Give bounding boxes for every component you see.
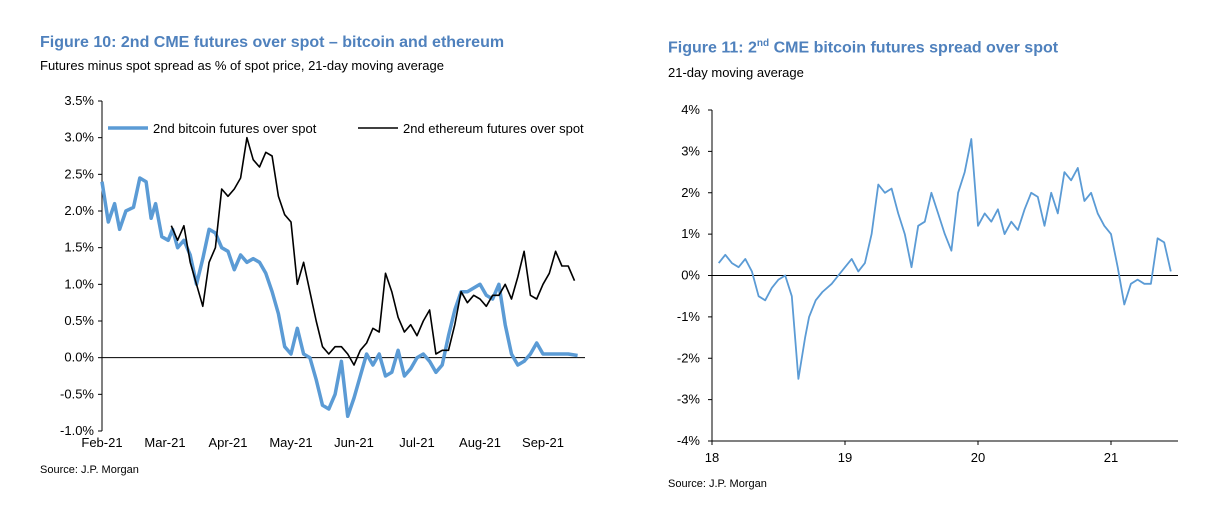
bitcoin-spread-series-line (717, 138, 1172, 380)
y-tick-label: -2% (677, 350, 701, 365)
figure-11-panel: Figure 11: 2nd CME bitcoin futures sprea… (640, 0, 1208, 528)
y-tick-label: -4% (677, 433, 701, 448)
x-tick-label: Jun-21 (334, 435, 374, 450)
legend-label-bitcoin: 2nd bitcoin futures over spot (153, 121, 317, 136)
x-tick-label: May-21 (269, 435, 312, 450)
x-tick-label: 21 (1104, 450, 1118, 465)
figure-11-chart: 4% 3% 2% 1% 0% -1% -2% -3% -4% 18 19 20 21 (677, 102, 1178, 465)
ethereum-series-line (170, 136, 576, 366)
y-tick-label: 0.5% (64, 313, 94, 328)
y-tick-label: 2% (681, 185, 700, 200)
y-tick-label: 0.0% (64, 350, 94, 365)
y-tick-label: 3.5% (64, 93, 94, 108)
y-tick-label: 2.0% (64, 203, 94, 218)
x-tick-label: Sep-21 (522, 435, 564, 450)
x-tick-label: Apr-21 (208, 435, 247, 450)
x-tick-label: 18 (705, 450, 719, 465)
figure-11-title-prefix: Figure 11: 2 (668, 39, 757, 57)
x-tick-label: Aug-21 (459, 435, 501, 450)
y-tick-label: 1.0% (64, 276, 94, 291)
y-tick-label: 4% (681, 102, 700, 117)
figure-10-source: Source: J.P. Morgan (40, 464, 139, 476)
y-tick-label: 1% (681, 226, 700, 241)
figure-10-chart: 3.5% 3.0% 2.5% 2.0% 1.5% 1.0% 0.5% 0.0% -0.5% -1.… (60, 93, 585, 450)
legend-label-ethereum: 2nd ethereum futures over spot (403, 121, 584, 136)
y-tick-label: 1.5% (64, 240, 94, 255)
y-tick-label: -3% (677, 392, 701, 407)
figure-10-panel: Figure 10: 2nd CME futures over spot – b… (40, 34, 585, 476)
figure-10-subtitle: Futures minus spot spread as % of spot p… (40, 58, 444, 73)
y-tick-label: -0.5% (60, 386, 94, 401)
figure-11-source: Source: J.P. Morgan (668, 478, 767, 490)
y-tick-label: 0% (681, 268, 700, 283)
x-tick-label: Jul-21 (399, 435, 434, 450)
x-tick-label: Mar-21 (144, 435, 185, 450)
figure-11-subtitle: 21-day moving average (668, 65, 804, 80)
y-tick-label: -1.0% (60, 423, 94, 438)
figure-10-title: Figure 10: 2nd CME futures over spot – b… (40, 34, 505, 51)
y-tick-label: 3% (681, 143, 700, 158)
y-tick-label: 3.0% (64, 130, 94, 145)
x-tick-label: 20 (971, 450, 985, 465)
x-tick-label: 19 (838, 450, 852, 465)
figure-11-title-suffix: CME bitcoin futures spread over spot (769, 39, 1059, 57)
figure-11-title-sup: nd (756, 38, 770, 49)
x-tick-label: Feb-21 (81, 435, 122, 450)
bitcoin-series-line (100, 176, 578, 419)
y-tick-label: 2.5% (64, 166, 94, 181)
figure-11-title: Figure 11: 2nd CME bitcoin futures sprea… (668, 38, 1058, 57)
y-tick-label: -1% (677, 309, 701, 324)
